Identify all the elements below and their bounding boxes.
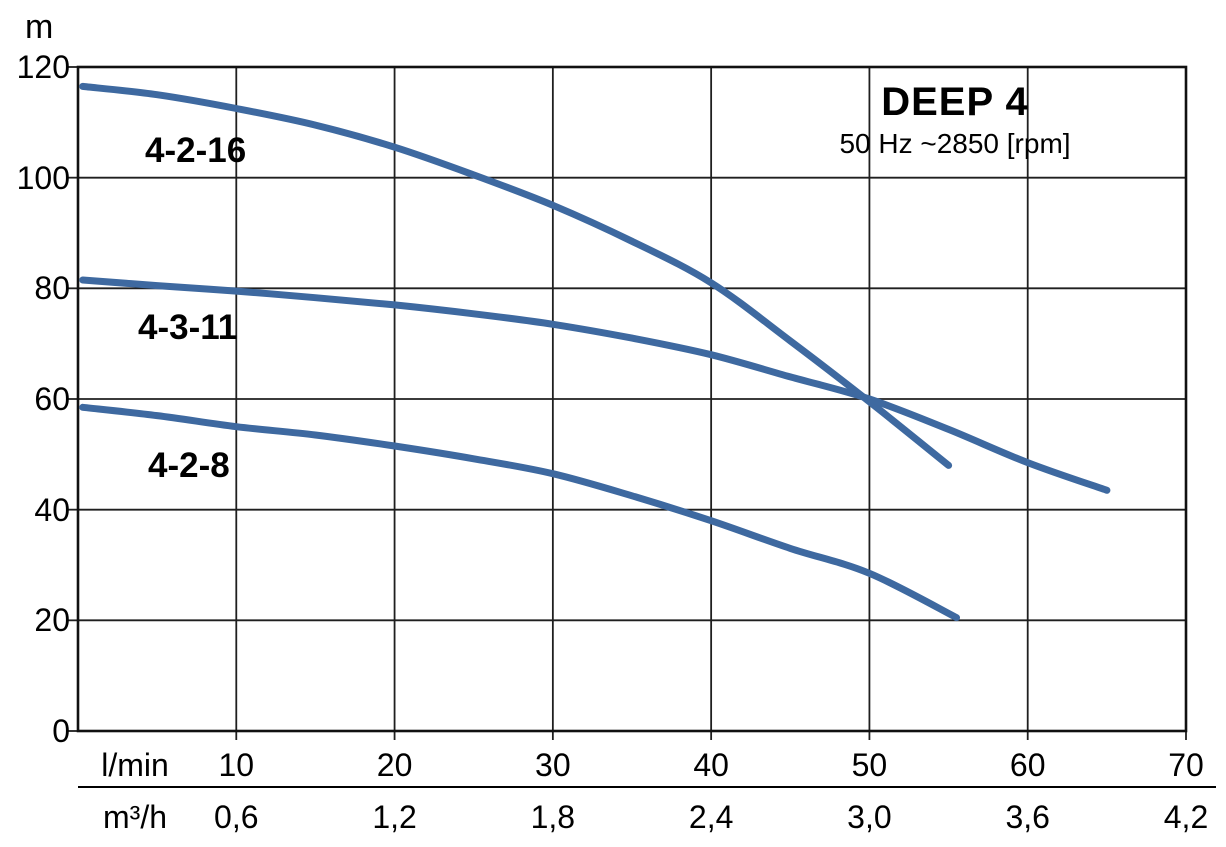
x-axis-tick-label-m3h: 1,2 bbox=[372, 799, 417, 835]
x-axis-tick-label-lmin: 20 bbox=[376, 747, 413, 783]
x-axis-tick-label-m3h: 3,0 bbox=[847, 799, 892, 835]
y-axis-tick-label: 80 bbox=[34, 270, 70, 307]
x-axis-unit-m3h-label: m³/h bbox=[103, 799, 167, 835]
x-axis-tick-label-m3h: 3,6 bbox=[1005, 799, 1050, 835]
x-axis-tick-label-lmin: 70 bbox=[1168, 747, 1204, 783]
chart-subtitle: 50 Hz ~2850 [rpm] bbox=[839, 128, 1071, 159]
pump-curve-4-2-16 bbox=[79, 82, 953, 469]
unit-row-divider bbox=[78, 786, 1216, 788]
x-axis-tick-label-lmin: 30 bbox=[535, 747, 571, 783]
x-axis-tick-label-m3h: 4,2 bbox=[1163, 799, 1209, 835]
curve-label-4-2-8: 4-2-8 bbox=[148, 446, 230, 485]
curve-label-4-2-16: 4-2-16 bbox=[145, 131, 247, 170]
x-axis-unit-lmin-label: l/min bbox=[101, 747, 169, 783]
curve-label-4-3-11: 4-3-11 bbox=[138, 308, 238, 347]
x-axis-tick-label-lmin: 60 bbox=[1009, 747, 1046, 783]
chart-title: DEEP 4 bbox=[881, 80, 1029, 124]
x-axis-tick-label-lmin: 40 bbox=[693, 747, 729, 783]
x-axis-tick-label-m3h: 0,6 bbox=[214, 799, 259, 835]
y-axis-tick-label: 20 bbox=[34, 602, 70, 639]
y-axis-tick-label: 40 bbox=[34, 491, 70, 528]
y-axis-unit-label: m bbox=[25, 8, 54, 46]
y-axis-tick-label: 60 bbox=[34, 381, 70, 417]
pump-curve-4-2-8 bbox=[79, 403, 960, 622]
y-axis-tick-label: 100 bbox=[16, 159, 70, 196]
x-axis-tick-label-m3h: 2,4 bbox=[688, 799, 734, 835]
pump-curve-4-3-11 bbox=[79, 276, 1111, 494]
plot-border bbox=[76, 65, 1188, 733]
x-axis-tick-label-m3h: 1,8 bbox=[530, 799, 576, 835]
y-axis-tick-label: 120 bbox=[16, 49, 70, 85]
y-axis-tick-label: 0 bbox=[52, 713, 70, 749]
x-axis-tick-label-lmin: 50 bbox=[851, 747, 888, 783]
x-axis-tick-label-lmin: 10 bbox=[218, 747, 255, 783]
